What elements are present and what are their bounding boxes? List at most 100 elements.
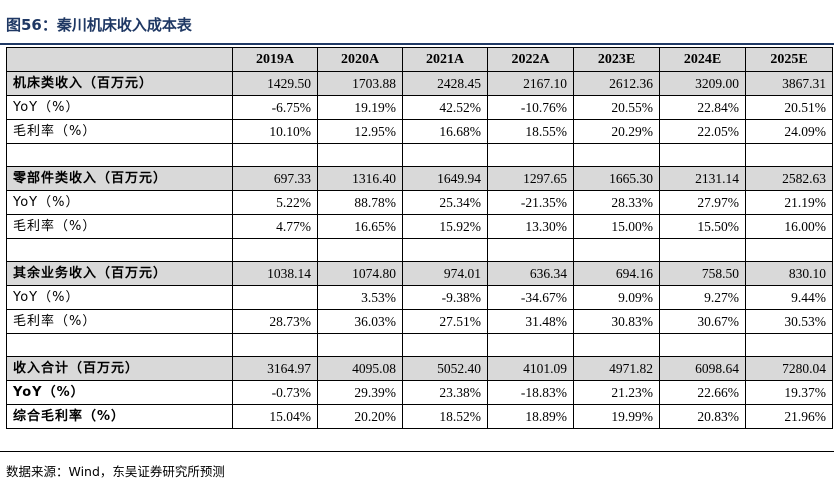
header-year-cell: 2022A: [487, 47, 574, 72]
value-cell: 12.95%: [317, 119, 403, 144]
value-cell: 9.44%: [745, 285, 833, 310]
value-cell: 16.00%: [745, 214, 833, 239]
value-cell: 3164.97: [232, 356, 318, 381]
row-label: 零部件类收入（百万元）: [6, 166, 233, 191]
revenue-cost-table: 2019A 2020A 2021A 2022A 2023E 2024E 2025E 机床类收…: [6, 47, 833, 429]
row-label: 毛利率（%）: [6, 309, 233, 334]
row-label: 收入合计（百万元）: [6, 356, 233, 381]
value-cell: 16.68%: [402, 119, 488, 144]
value-cell: 13.30%: [487, 214, 574, 239]
value-cell: 3867.31: [745, 71, 833, 96]
value-cell: -18.83%: [487, 380, 574, 405]
value-cell: 42.52%: [402, 95, 488, 120]
row-label: 其余业务收入（百万元）: [6, 261, 233, 286]
value-cell: 88.78%: [317, 190, 403, 215]
header-year-cell: 2025E: [745, 47, 833, 72]
value-cell: 19.99%: [573, 404, 660, 429]
value-cell: 20.51%: [745, 95, 833, 120]
table-row: 毛利率（%） 4.77% 16.65% 15.92% 13.30% 15.00% 15.50…: [6, 214, 833, 239]
row-label: YoY（%）: [6, 380, 233, 405]
value-cell: 5052.40: [402, 356, 488, 381]
value-cell: [317, 238, 403, 262]
value-cell: 25.34%: [402, 190, 488, 215]
value-cell: 15.92%: [402, 214, 488, 239]
value-cell: 3.53%: [317, 285, 403, 310]
value-cell: 10.10%: [232, 119, 318, 144]
value-cell: 4971.82: [573, 356, 660, 381]
value-cell: 830.10: [745, 261, 833, 286]
value-cell: 1316.40: [317, 166, 403, 191]
value-cell: 3209.00: [659, 71, 746, 96]
row-label: 毛利率（%）: [6, 119, 233, 144]
header-year-cell: 2024E: [659, 47, 746, 72]
value-cell: 23.38%: [402, 380, 488, 405]
value-cell: [573, 238, 660, 262]
value-cell: 21.19%: [745, 190, 833, 215]
value-cell: 697.33: [232, 166, 318, 191]
header-year-cell: 2020A: [317, 47, 403, 72]
header-year-cell: 2021A: [402, 47, 488, 72]
table-row: 综合毛利率（%） 15.04% 20.20% 18.52% 18.89% 19.99% 20…: [6, 404, 833, 429]
value-cell: 21.23%: [573, 380, 660, 405]
value-cell: 27.51%: [402, 309, 488, 334]
value-cell: [487, 143, 574, 167]
value-cell: 7280.04: [745, 356, 833, 381]
value-cell: 4095.08: [317, 356, 403, 381]
row-label: YoY（%）: [6, 95, 233, 120]
value-cell: [487, 333, 574, 357]
value-cell: [402, 143, 488, 167]
row-label: [6, 143, 233, 167]
value-cell: 22.05%: [659, 119, 746, 144]
value-cell: 758.50: [659, 261, 746, 286]
row-label: [6, 238, 233, 262]
row-label: 机床类收入（百万元）: [6, 71, 233, 96]
value-cell: -0.73%: [232, 380, 318, 405]
value-cell: -9.38%: [402, 285, 488, 310]
header-year-cell: 2019A: [232, 47, 318, 72]
figure-title: 图56：秦川机床收入成本表: [6, 16, 192, 34]
value-cell: -10.76%: [487, 95, 574, 120]
value-cell: 16.65%: [317, 214, 403, 239]
table-row: YoY（%） -6.75% 19.19% 42.52% -10.76% 20.55% 22.…: [6, 95, 833, 120]
value-cell: 22.84%: [659, 95, 746, 120]
spacer-row: [6, 333, 833, 357]
value-cell: 18.89%: [487, 404, 574, 429]
spacer-row: [6, 143, 833, 167]
value-cell: 15.00%: [573, 214, 660, 239]
table-row: YoY（%） 5.22% 88.78% 25.34% -21.35% 28.33% 27.9…: [6, 190, 833, 215]
value-cell: 1038.14: [232, 261, 318, 286]
value-cell: [402, 238, 488, 262]
value-cell: [487, 238, 574, 262]
value-cell: [317, 333, 403, 357]
value-cell: 20.83%: [659, 404, 746, 429]
value-cell: 4.77%: [232, 214, 318, 239]
table-row: 收入合计（百万元） 3164.97 4095.08 5052.40 4101.09 497…: [6, 356, 833, 381]
row-label: YoY（%）: [6, 190, 233, 215]
value-cell: -6.75%: [232, 95, 318, 120]
table-row: YoY（%） -0.73% 29.39% 23.38% -18.83% 21.23% 22.…: [6, 380, 833, 405]
table-header-row: 2019A 2020A 2021A 2022A 2023E 2024E 2025E: [6, 47, 833, 72]
title-divider: [0, 43, 834, 45]
value-cell: 9.27%: [659, 285, 746, 310]
value-cell: 1429.50: [232, 71, 318, 96]
value-cell: 1703.88: [317, 71, 403, 96]
value-cell: 2167.10: [487, 71, 574, 96]
value-cell: 30.67%: [659, 309, 746, 334]
value-cell: [232, 143, 318, 167]
value-cell: 5.22%: [232, 190, 318, 215]
value-cell: 2582.63: [745, 166, 833, 191]
value-cell: [232, 285, 318, 310]
value-cell: 19.19%: [317, 95, 403, 120]
row-label: YoY（%）: [6, 285, 233, 310]
value-cell: 36.03%: [317, 309, 403, 334]
value-cell: [573, 333, 660, 357]
table-row: 机床类收入（百万元） 1429.50 1703.88 2428.45 2167.10 26…: [6, 71, 833, 96]
value-cell: 1074.80: [317, 261, 403, 286]
value-cell: 20.55%: [573, 95, 660, 120]
value-cell: 2612.36: [573, 71, 660, 96]
table-row: 毛利率（%） 28.73% 36.03% 27.51% 31.48% 30.83% 30.6…: [6, 309, 833, 334]
table-row: YoY（%） 3.53% -9.38% -34.67% 9.09% 9.27% 9.44%: [6, 285, 833, 310]
value-cell: [745, 143, 833, 167]
value-cell: 1297.65: [487, 166, 574, 191]
value-cell: 20.29%: [573, 119, 660, 144]
